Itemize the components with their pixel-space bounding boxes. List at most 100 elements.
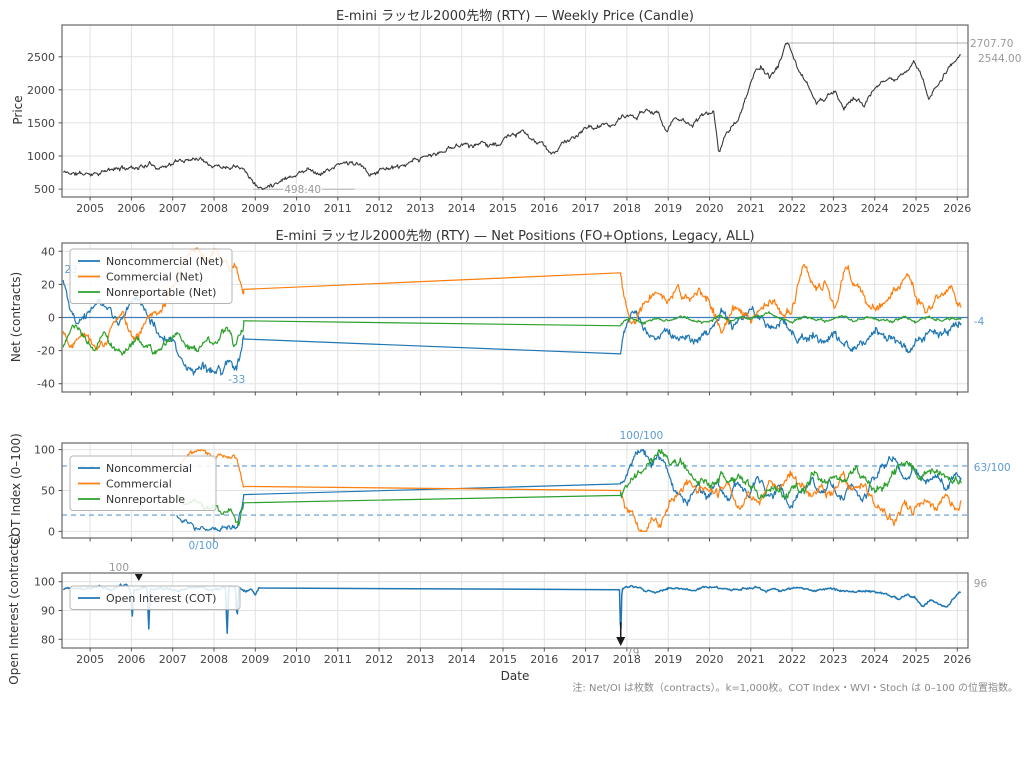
svg-text:2005: 2005 <box>76 202 104 215</box>
svg-text:2011: 2011 <box>324 202 352 215</box>
chart-open-interest: 2005 2006 2007 2008 2009 2010 2011 2012 2013 2014… <box>34 562 987 666</box>
svg-text:-20: -20 <box>37 345 55 358</box>
legend-cot-index: Noncommercial Commercial Nonreportable <box>69 455 217 511</box>
svg-text:2018: 2018 <box>613 653 641 666</box>
plot-svg: 2005 2006 2007 2008 2009 2010 2011 2012 2013 2014… <box>27 24 1021 666</box>
svg-text:2021: 2021 <box>737 202 765 215</box>
svg-text:2021: 2021 <box>737 653 765 666</box>
chart-price: 2005 2006 2007 2008 2009 2010 2011 2012 2013 2014… <box>27 24 1021 215</box>
svg-text:1500: 1500 <box>27 117 55 130</box>
svg-text:2008: 2008 <box>200 202 228 215</box>
legend-label: Noncommercial (Net) <box>106 255 223 268</box>
svg-text:1000: 1000 <box>27 150 55 163</box>
svg-text:-40: -40 <box>37 378 55 391</box>
svg-text:2011: 2011 <box>324 653 352 666</box>
annotation: 79 <box>626 647 639 659</box>
svg-text:500: 500 <box>34 183 55 196</box>
svg-text:2024: 2024 <box>861 653 889 666</box>
svg-text:2025: 2025 <box>902 653 930 666</box>
svg-text:2006: 2006 <box>117 202 145 215</box>
series-nonreportable <box>176 449 962 527</box>
svg-text:2012: 2012 <box>365 653 393 666</box>
svg-text:2005: 2005 <box>76 653 104 666</box>
svg-text:2009: 2009 <box>241 202 269 215</box>
annotation: 2544.00 <box>978 53 1021 65</box>
svg-text:40: 40 <box>41 245 55 258</box>
svg-text:2015: 2015 <box>489 653 517 666</box>
price-chart-title: E-mini ラッセル2000先物 (RTY) — Weekly Price (… <box>336 9 694 24</box>
legend-label: Nonreportable (Net) <box>106 286 216 299</box>
net-positions-chart-title: E-mini ラッセル2000先物 (RTY) — Net Positions … <box>275 229 755 244</box>
svg-text:90: 90 <box>41 605 55 618</box>
annotation: 96 <box>974 578 988 590</box>
svg-text:2000: 2000 <box>27 84 55 97</box>
svg-text:20: 20 <box>41 278 55 291</box>
series-nonreportable-net- <box>62 311 962 356</box>
svg-text:2007: 2007 <box>159 202 187 215</box>
svg-text:2024: 2024 <box>861 202 889 215</box>
svg-text:2022: 2022 <box>778 202 806 215</box>
x-axis-label: Date <box>500 669 530 683</box>
drop-arrow-icon <box>616 637 626 646</box>
svg-text:2017: 2017 <box>572 653 600 666</box>
svg-text:2008: 2008 <box>200 653 228 666</box>
series-noncommercial-net- <box>62 279 962 376</box>
svg-text:2026: 2026 <box>943 653 971 666</box>
svg-text:100: 100 <box>34 576 55 589</box>
svg-text:2016: 2016 <box>530 202 558 215</box>
svg-text:2026: 2026 <box>943 202 971 215</box>
legend-label: Commercial <box>106 478 172 491</box>
legend-open-interest: Open Interest (COT) <box>69 585 241 610</box>
figure-canvas: { "figure": { "title1": "E-mini ラッセル2000… <box>7 9 1022 694</box>
svg-text:2017: 2017 <box>572 202 600 215</box>
svg-text:100: 100 <box>34 444 55 457</box>
svg-text:2013: 2013 <box>406 653 434 666</box>
svg-text:2023: 2023 <box>819 653 847 666</box>
legend-label: Commercial (Net) <box>106 271 203 284</box>
annotation: 498.40 <box>284 184 321 196</box>
svg-text:2016: 2016 <box>530 653 558 666</box>
svg-text:2020: 2020 <box>696 653 724 666</box>
svg-text:2015: 2015 <box>489 202 517 215</box>
series-noncommercial <box>176 449 962 533</box>
legend-label: Open Interest (COT) <box>106 592 216 605</box>
chart-cot-index: 0 50 100 100/100 0/100 63/100 Noncommercial Com… <box>34 430 1011 552</box>
annotation: 100 <box>109 562 129 574</box>
svg-text:2009: 2009 <box>241 653 269 666</box>
series-price <box>63 42 962 191</box>
svg-text:2012: 2012 <box>365 202 393 215</box>
svg-text:80: 80 <box>41 633 55 646</box>
svg-text:2010: 2010 <box>283 653 311 666</box>
svg-text:2018: 2018 <box>613 202 641 215</box>
annotation: -33 <box>228 374 245 386</box>
svg-text:2022: 2022 <box>778 653 806 666</box>
series-commercial <box>176 449 962 533</box>
svg-text:2020: 2020 <box>696 202 724 215</box>
open-interest-y-axis-label: Open Interest (contracts) <box>7 533 21 685</box>
annotation: 100/100 <box>620 430 664 442</box>
legend-label: Noncommercial <box>106 462 192 475</box>
legend-net-positions: Noncommercial (Net) Commercial (Net) Nonre… <box>69 248 233 304</box>
peak-marker-icon <box>134 574 143 581</box>
svg-text:2006: 2006 <box>117 653 145 666</box>
svg-text:0: 0 <box>48 312 55 325</box>
svg-text:2013: 2013 <box>406 202 434 215</box>
svg-text:2007: 2007 <box>159 653 187 666</box>
svg-text:2019: 2019 <box>654 653 682 666</box>
legend-label: Nonreportable <box>106 493 185 506</box>
annotation: -4 <box>974 316 985 328</box>
svg-text:2019: 2019 <box>654 202 682 215</box>
annotation: 2707.70 <box>970 38 1013 50</box>
svg-text:2014: 2014 <box>448 202 476 215</box>
svg-text:2500: 2500 <box>27 51 55 64</box>
svg-text:2023: 2023 <box>819 202 847 215</box>
svg-text:0: 0 <box>48 525 55 538</box>
svg-text:2014: 2014 <box>448 653 476 666</box>
svg-text:2010: 2010 <box>283 202 311 215</box>
annotation: 63/100 <box>974 462 1011 474</box>
series-commercial-net- <box>62 247 962 351</box>
annotation: 0/100 <box>188 540 218 552</box>
svg-text:2025: 2025 <box>902 202 930 215</box>
footnote: 注: Net/OI は枚数（contracts）。k=1,000枚。COT In… <box>572 683 1018 694</box>
